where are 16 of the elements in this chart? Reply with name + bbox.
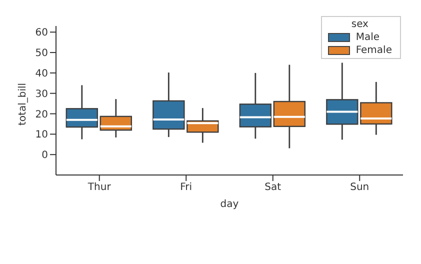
legend-label: Female [356,45,392,56]
x-tick-label: Fri [180,182,192,194]
y-axis-title: total_bill [18,82,29,126]
y-tick-label: 40 [35,68,48,80]
x-tick-label: Sun [350,182,370,194]
x-tick-label: Thur [86,182,112,194]
y-tick-label: 30 [35,88,48,100]
legend-label: Male [356,32,380,43]
legend-title: sex [350,19,370,30]
y-tick-label: 50 [35,48,48,60]
x-axis-title: day [220,199,239,210]
y-tick-label: 0 [42,150,48,162]
y-tick-label: 60 [35,28,48,39]
y-tick-label: 20 [35,109,48,120]
y-tick-label: 10 [35,130,48,141]
x-tick-label: Sat [264,182,282,194]
